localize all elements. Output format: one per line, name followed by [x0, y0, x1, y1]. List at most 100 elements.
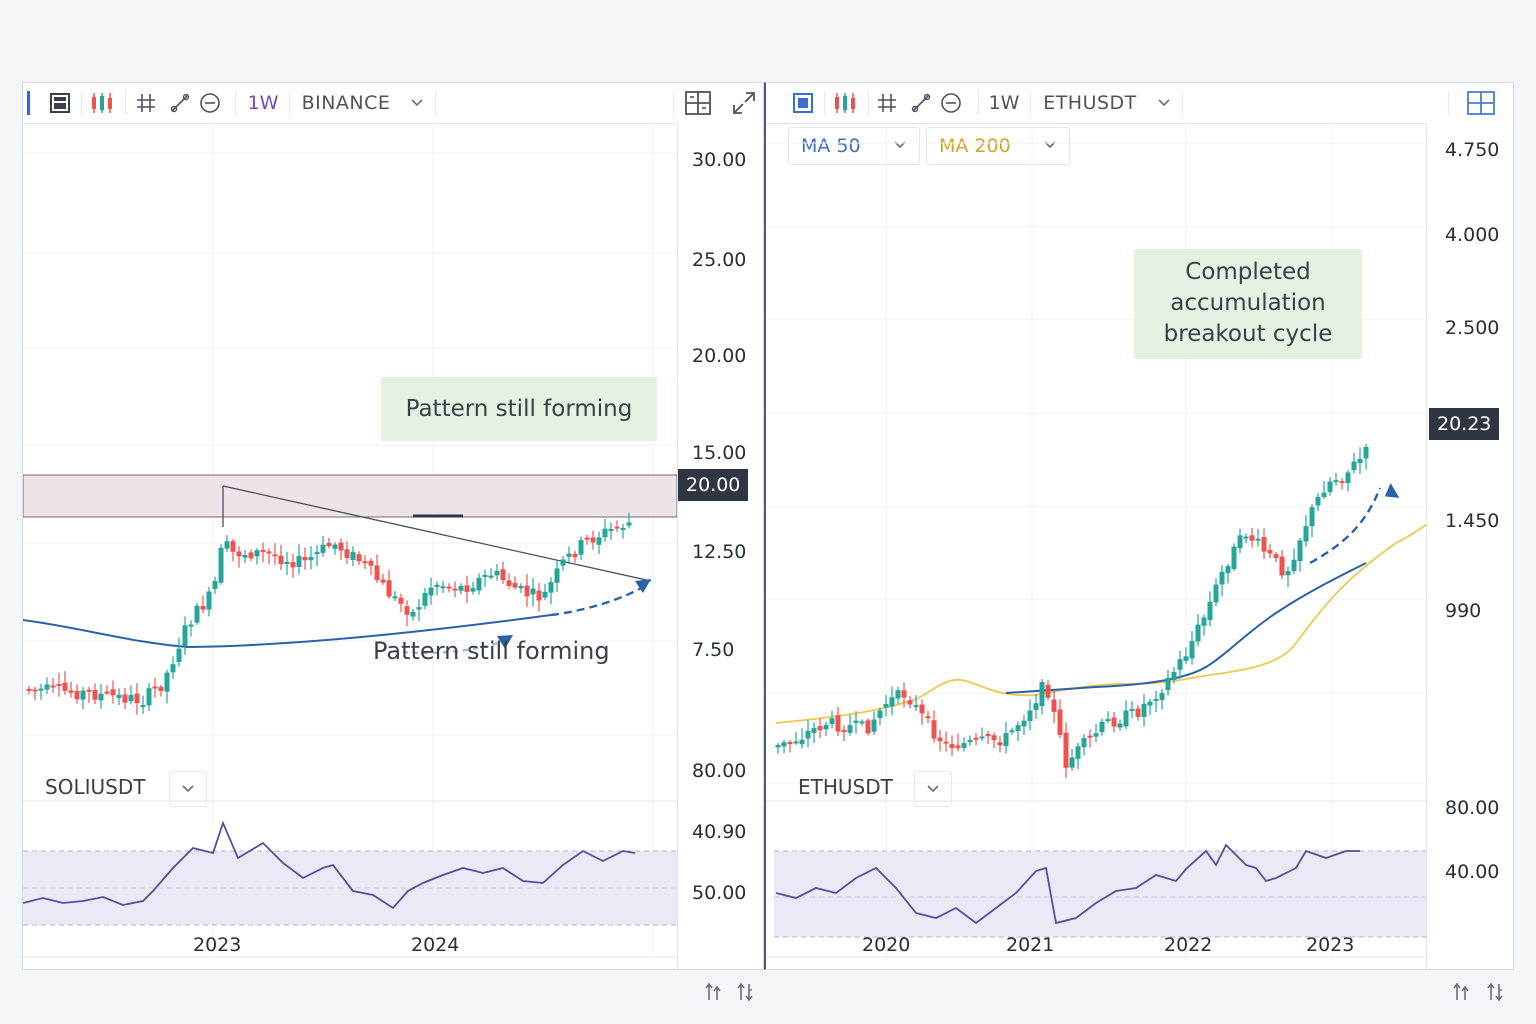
indicator-chevron-icon[interactable] [914, 771, 952, 807]
candle-body [931, 720, 937, 739]
candle-body [805, 730, 811, 739]
candle-body [140, 705, 146, 708]
right-toolbar: 1W ETHUSDT [766, 83, 1513, 124]
indicator-chevron-icon[interactable] [169, 771, 207, 807]
candle-body [212, 580, 218, 589]
layout-icon[interactable] [683, 83, 713, 123]
crosshair-icon[interactable] [872, 83, 902, 123]
indicator-symbol[interactable]: SOLIUSDT [45, 775, 146, 799]
candle-body [859, 721, 865, 724]
candle-body [272, 554, 278, 557]
price-label: 1.450 [1445, 510, 1500, 532]
annotation-line: accumulation [1170, 290, 1326, 316]
candle-body [248, 552, 254, 559]
candle-body [907, 700, 913, 705]
layout-icon[interactable] [1466, 83, 1496, 123]
candle-body [218, 547, 224, 583]
candle-body [1249, 535, 1255, 541]
pattern-annotation-text[interactable]: Pattern still forming [373, 637, 610, 665]
candle-body [1099, 721, 1105, 732]
sort-down-icon[interactable] [1486, 982, 1504, 1007]
candle-body [590, 537, 596, 543]
right-price-scale[interactable]: 4.750 4.000 2.500 20.23 1.450 990 80.00 … [1426, 123, 1513, 969]
circle-minus-icon[interactable] [936, 83, 966, 123]
trendline-icon[interactable] [906, 83, 936, 123]
interval-button[interactable]: 1W [988, 92, 1020, 114]
chevron-down-icon[interactable] [407, 83, 427, 123]
chevron-down-icon[interactable] [1154, 83, 1174, 123]
candles-icon[interactable] [830, 83, 860, 123]
sidebar-icon[interactable] [788, 83, 818, 123]
current-price-tag: 20.00 [678, 469, 749, 501]
candle-body [1303, 526, 1309, 542]
candle-body [1363, 446, 1369, 459]
indicator-symbol[interactable]: ETHUSDT [798, 775, 893, 799]
candle-body [799, 739, 805, 745]
cycle-annotation-box[interactable]: Completed accumulation breakout cycle [1134, 249, 1362, 359]
panel-accent-icon [25, 83, 33, 123]
exchange-label[interactable]: BINANCE [301, 92, 391, 114]
candle-body [1279, 556, 1285, 576]
candle-body [104, 691, 110, 694]
annotation-line: breakout cycle [1163, 321, 1333, 347]
interval-button[interactable]: 1W [247, 92, 279, 114]
candle-body [338, 542, 344, 551]
circle-minus-icon[interactable] [195, 83, 225, 123]
candle-body [314, 551, 320, 555]
candle-body [506, 580, 512, 586]
candle-body [386, 580, 392, 597]
candle-body [1027, 710, 1033, 722]
candle-body [949, 744, 955, 749]
time-label: 2023 [1306, 934, 1355, 956]
candles-icon[interactable] [87, 83, 117, 123]
left-chart-canvas[interactable] [23, 123, 677, 969]
candle-body [1153, 699, 1159, 702]
candle-body [1267, 550, 1273, 554]
candle-body [524, 585, 530, 597]
candle-body [1219, 571, 1225, 585]
price-label: 15.00 [692, 442, 747, 464]
sort-up-icon[interactable] [1452, 982, 1470, 1007]
calculator-icon[interactable] [45, 83, 75, 123]
candle-body [290, 562, 296, 568]
candle-body [446, 586, 452, 589]
symbol-label[interactable]: ETHUSDT [1043, 92, 1137, 114]
candle-body [452, 588, 458, 591]
candle-body [1033, 703, 1039, 710]
rsi-scale-label: 80.00 [692, 760, 747, 782]
candle-body [1327, 481, 1333, 493]
candle-body [829, 718, 835, 725]
candle-body [146, 688, 152, 706]
expand-icon[interactable] [729, 83, 759, 123]
candle-body [925, 716, 931, 719]
trendline-icon[interactable] [165, 83, 195, 123]
candle-body [32, 689, 38, 692]
pattern-annotation-box[interactable]: Pattern still forming [381, 377, 657, 441]
candle-body [98, 693, 104, 701]
candle-body [1207, 601, 1213, 621]
candle-body [188, 624, 194, 627]
candle-body [200, 605, 206, 610]
candle-body [835, 715, 841, 732]
candle-body [1051, 699, 1057, 712]
price-label: 4.000 [1445, 224, 1500, 246]
crosshair-icon[interactable] [131, 83, 161, 123]
candle-body [254, 550, 260, 557]
candle-body [973, 737, 979, 740]
right-chart-canvas[interactable] [766, 123, 1426, 969]
candle-body [122, 694, 128, 703]
candle-body [392, 596, 398, 599]
sort-down-icon[interactable] [736, 982, 754, 1007]
candle-body [602, 528, 608, 538]
candle-body [374, 565, 380, 581]
left-price-scale[interactable]: 30.00 25.00 20.00 15.00 20.00 12.50 7.50… [677, 123, 763, 969]
candle-body [1093, 733, 1099, 737]
candle-body [1351, 461, 1357, 471]
sort-up-icon[interactable] [704, 982, 722, 1007]
candle-body [44, 684, 50, 690]
candle-body [1297, 540, 1303, 561]
ma50-button[interactable]: MA 50 [788, 127, 920, 165]
ma200-button[interactable]: MA 200 [926, 127, 1070, 165]
candle-body [1075, 746, 1081, 759]
candle-body [344, 549, 350, 559]
